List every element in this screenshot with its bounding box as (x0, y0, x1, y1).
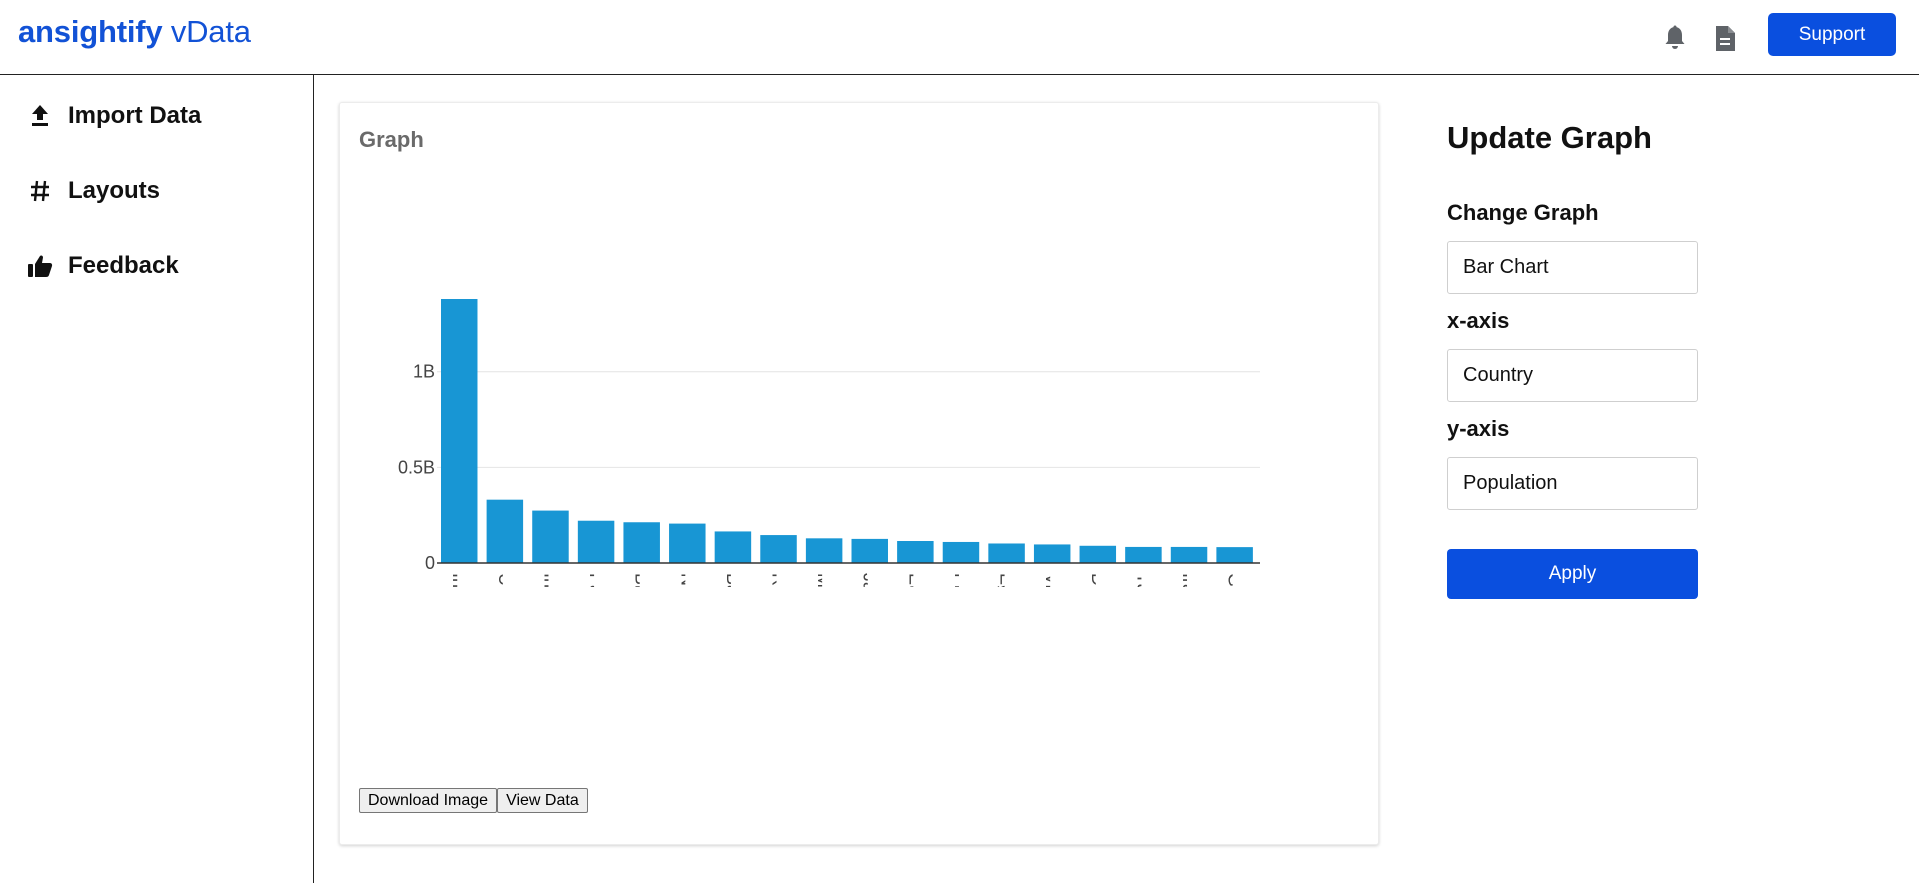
sidebar-item-label: Feedback (68, 252, 179, 279)
bar[interactable] (441, 299, 478, 563)
x-tick-label: Bangladesh (723, 573, 743, 668)
x-tick-label: Japan (860, 573, 880, 622)
panel-title: Update Graph (1447, 120, 1652, 155)
y-axis-label: y-axis (1447, 416, 1510, 441)
graph-actions: Download Image View Data (359, 788, 588, 813)
sidebar-item-layouts[interactable]: Layouts (26, 171, 296, 211)
x-tick-label: Iran (1179, 573, 1199, 604)
x-tick-label: Philippines (951, 573, 971, 660)
bar[interactable] (1033, 544, 1071, 563)
upload-icon (26, 102, 54, 130)
x-tick-label: Russia (769, 573, 789, 629)
x-tick-label: India (449, 573, 469, 613)
x-tick-label: DR Congo (1088, 573, 1108, 657)
x-axis-label: x-axis (1447, 308, 1510, 333)
bar[interactable] (1216, 547, 1253, 563)
graph-card: Graph 0 0.5B 1B India United States Indonesia… (339, 102, 1379, 845)
update-graph-panel: Update Graph Change Graph x-axis y-axis … (1447, 120, 1707, 599)
sidebar-item-label: Import Data (68, 102, 202, 129)
bar[interactable] (1125, 546, 1162, 563)
bar[interactable] (897, 541, 934, 563)
bar[interactable] (942, 541, 980, 563)
y-tick-label: 0.5B (398, 457, 435, 477)
apply-button[interactable]: Apply (1447, 549, 1698, 599)
x-tick-label: Turkey (1133, 573, 1153, 627)
hash-icon (26, 177, 54, 205)
brand-name: ansightify (18, 14, 163, 49)
bell-icon[interactable] (1662, 24, 1688, 52)
bar[interactable] (486, 499, 524, 563)
graph-title: Graph (359, 127, 424, 152)
x-tick-label: Mexico (814, 573, 834, 630)
x-tick-label: Ethiopia (905, 573, 925, 639)
bar[interactable] (805, 538, 843, 563)
y-tick-label: 0 (425, 553, 435, 573)
x-tick-label: Germany (1225, 573, 1245, 647)
x-axis-input[interactable] (1447, 349, 1698, 402)
y-tick-label: 1B (413, 362, 435, 382)
bar[interactable] (532, 510, 569, 563)
x-tick-label: Vietnam (1042, 573, 1062, 639)
x-tick-label: Indonesia (540, 573, 560, 652)
x-tick-label: Brazil (632, 573, 652, 618)
change-graph-input[interactable] (1447, 241, 1698, 294)
sidebar-item-label: Layouts (68, 177, 161, 204)
bar[interactable] (988, 543, 1025, 563)
y-axis-input[interactable] (1447, 457, 1698, 510)
x-tick-label: Pakistan (586, 573, 606, 642)
support-button[interactable]: Support (1768, 13, 1896, 56)
x-tick-label: United States (495, 573, 515, 681)
thumbs-up-icon (26, 252, 54, 280)
bar[interactable] (669, 523, 706, 563)
x-tick-label: Egypt (997, 573, 1017, 619)
bar[interactable] (760, 535, 797, 563)
sidebar-item-feedback[interactable]: Feedback (26, 246, 296, 286)
bar[interactable] (714, 531, 752, 563)
sidebar-item-import-data[interactable]: Import Data (26, 96, 296, 136)
x-tick-label: Nigeria (677, 573, 697, 631)
bar[interactable] (1079, 545, 1117, 563)
brand-product: vData (162, 14, 251, 49)
bar[interactable] (623, 522, 660, 563)
bar[interactable] (577, 520, 615, 563)
document-icon[interactable] (1712, 24, 1738, 52)
change-graph-label: Change Graph (1447, 200, 1599, 225)
top-bar: ansightify vData Support (0, 0, 1919, 75)
bar-chart[interactable]: 0 0.5B 1B India United States Indonesia Pakist… (340, 103, 1380, 703)
bar[interactable] (851, 538, 888, 563)
sidebar: Import Data Layouts Feedback (0, 75, 314, 883)
view-data-button[interactable]: View Data (497, 788, 588, 813)
download-image-button[interactable]: Download Image (359, 788, 498, 813)
app-logo[interactable]: ansightify vData (18, 14, 251, 50)
bar[interactable] (1170, 546, 1208, 563)
